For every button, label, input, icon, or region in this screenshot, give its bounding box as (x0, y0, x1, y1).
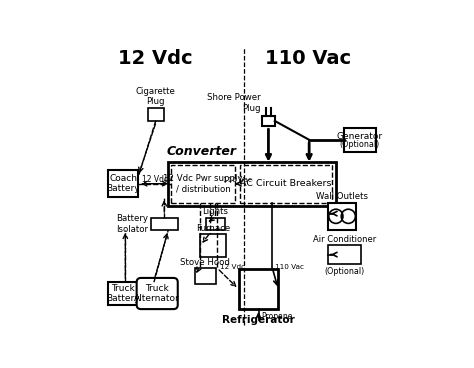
Text: Wall Outlets: Wall Outlets (316, 192, 368, 201)
Bar (168, 162, 337, 206)
Text: Lights: Lights (202, 208, 228, 216)
Text: AC Circuit Breakers: AC Circuit Breakers (240, 179, 332, 188)
Bar (201, 234, 226, 257)
Text: 12 Vdc: 12 Vdc (118, 49, 192, 68)
Text: (Optional): (Optional) (340, 139, 380, 149)
Bar (206, 218, 225, 230)
Text: Coach
Battery: Coach Battery (106, 174, 140, 194)
Text: Truck
Battery: Truck Battery (106, 284, 139, 303)
Text: Shore Power
Plug: Shore Power Plug (207, 93, 261, 113)
Text: Cigarette
Plug: Cigarette Plug (136, 87, 176, 106)
Text: 110 Vac: 110 Vac (223, 177, 252, 183)
FancyBboxPatch shape (137, 278, 178, 309)
Bar (262, 116, 275, 126)
Text: Propane: Propane (261, 312, 293, 321)
Text: 12 Vdc: 12 Vdc (220, 263, 245, 270)
Text: 110 Vac: 110 Vac (265, 49, 351, 68)
Text: Converter: Converter (167, 145, 237, 158)
Bar (239, 269, 278, 309)
Text: 110 Vac: 110 Vac (275, 263, 304, 270)
Bar (109, 170, 138, 197)
Bar (151, 218, 178, 230)
Bar (328, 203, 356, 230)
Bar (240, 164, 332, 203)
Text: 12 Vdc Pwr supply
/ distribution: 12 Vdc Pwr supply / distribution (164, 174, 243, 194)
Bar (195, 268, 216, 284)
Text: Truck
Alternator: Truck Alternator (134, 284, 180, 303)
Bar (109, 282, 137, 305)
Text: 12 Vdc: 12 Vdc (142, 175, 168, 184)
Bar (171, 164, 235, 203)
Text: Air Conditioner: Air Conditioner (312, 235, 376, 244)
Text: Generator: Generator (337, 132, 383, 141)
Text: Furnace: Furnace (196, 224, 230, 233)
Text: (Optional): (Optional) (324, 268, 365, 276)
Text: Battery
Isolator: Battery Isolator (116, 214, 148, 234)
Text: Stove Hood: Stove Hood (181, 258, 230, 266)
Text: Refrigerator: Refrigerator (222, 315, 295, 325)
Bar (328, 245, 361, 264)
Bar (344, 128, 376, 152)
Bar (148, 108, 164, 121)
